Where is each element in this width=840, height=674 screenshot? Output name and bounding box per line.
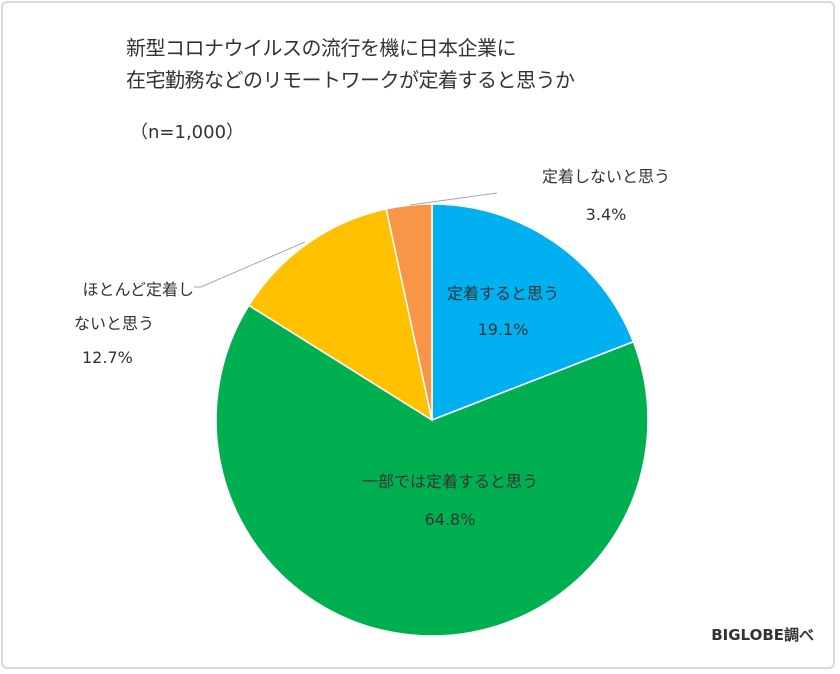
chart-title: 新型コロナウイルスの流行を機に日本企業に 在宅勤務などのリモートワークが定着する…: [126, 32, 575, 96]
title-line-2: 在宅勤務などのリモートワークが定着すると思うか: [126, 68, 575, 92]
slice-label-2: ほとんど定着し ないと思う 12.7%: [34, 273, 194, 375]
slice-label-2-line2: ないと思う: [74, 314, 155, 333]
title-line-1: 新型コロナウイルスの流行を機に日本企業に: [126, 36, 516, 60]
slice-label-0-name: 定着すると思う: [446, 284, 559, 303]
pie-slice-2: [247, 208, 434, 422]
slice-label-0: 定着すると思う 19.1%: [438, 282, 568, 342]
slice-label-0-value: 19.1%: [477, 320, 529, 339]
slice-label-2-value: 12.7%: [82, 348, 133, 367]
slice-label-2-line1: ほとんど定着し: [82, 280, 194, 299]
leader-line-3: [409, 192, 498, 206]
pie-slice-1: [215, 304, 649, 637]
source-credit: BIGLOBE調べ: [711, 626, 814, 644]
slice-label-3: 定着しないと思う 3.4%: [516, 158, 696, 234]
leader-line-2: [194, 241, 306, 288]
pie-slice-3: [385, 203, 433, 421]
chart-subtitle: （n=1,000）: [130, 122, 245, 143]
slice-label-1-value: 64.8%: [424, 510, 476, 529]
slice-label-1-name: 一部では定着すると思う: [361, 472, 538, 491]
slice-label-3-name: 定着しないと思う: [541, 167, 670, 186]
slice-label-1: 一部では定着すると思う 64.8%: [320, 470, 580, 532]
slice-label-3-value: 3.4%: [585, 205, 627, 224]
pie-slice-0: [431, 203, 635, 422]
